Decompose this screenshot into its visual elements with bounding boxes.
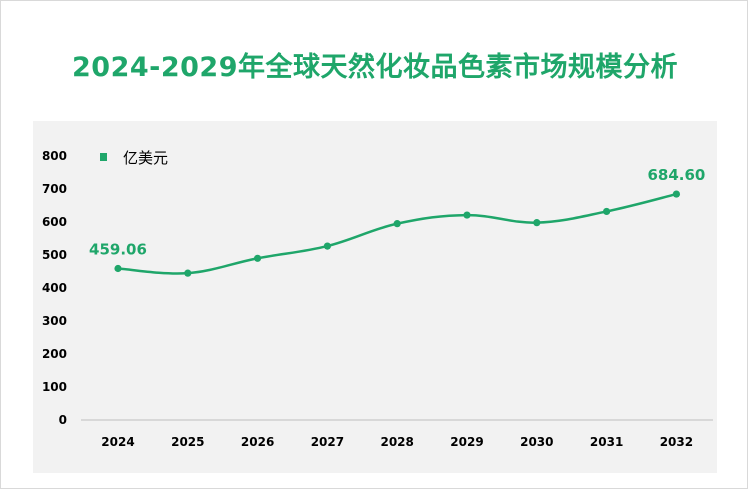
plot-area — [33, 121, 717, 473]
data-points — [114, 190, 681, 277]
data-point — [114, 264, 122, 273]
x-tick-label: 2028 — [380, 435, 413, 449]
data-labels: 459.06 684.60 — [89, 166, 705, 258]
chart-title: 2024-2029年全球天然化妆品色素市场规模分析 — [72, 52, 678, 83]
legend-label: 亿美元 — [123, 149, 168, 167]
data-point — [254, 254, 262, 262]
y-tick-label: 0 — [59, 413, 67, 427]
data-point — [184, 269, 192, 277]
x-tick-label: 2032 — [660, 435, 693, 449]
x-tick-label: 2024 — [101, 435, 134, 449]
y-tick-label: 600 — [42, 215, 67, 229]
y-tick-label: 500 — [42, 248, 67, 262]
x-tick-label: 2030 — [520, 435, 553, 449]
x-tick-label: 2031 — [590, 435, 623, 449]
data-point — [672, 190, 681, 198]
data-point — [393, 220, 401, 228]
y-tick-label: 800 — [42, 149, 67, 163]
legend: 亿美元 — [100, 149, 168, 167]
data-label: 684.60 — [647, 166, 705, 184]
data-point — [533, 219, 541, 227]
x-tick-label: 2029 — [450, 435, 483, 449]
y-tick-label: 400 — [42, 281, 67, 295]
x-axis: 2024 2025 2026 2027 2028 2029 2030 2031 2032 — [101, 435, 693, 449]
y-tick-label: 100 — [42, 380, 67, 394]
x-tick-label: 2026 — [241, 435, 274, 449]
legend-swatch — [100, 153, 107, 161]
data-point — [603, 207, 611, 216]
y-tick-label: 300 — [42, 314, 67, 328]
data-label: 459.06 — [89, 241, 147, 259]
series-line — [117, 192, 677, 275]
data-point — [463, 211, 471, 219]
y-tick-label: 200 — [42, 347, 67, 361]
y-axis: 0 100 200 300 400 500 600 700 800 — [42, 149, 67, 427]
y-tick-label: 700 — [42, 182, 67, 196]
data-point — [323, 242, 331, 250]
x-tick-label: 2027 — [311, 435, 344, 449]
x-tick-label: 2025 — [171, 435, 204, 449]
